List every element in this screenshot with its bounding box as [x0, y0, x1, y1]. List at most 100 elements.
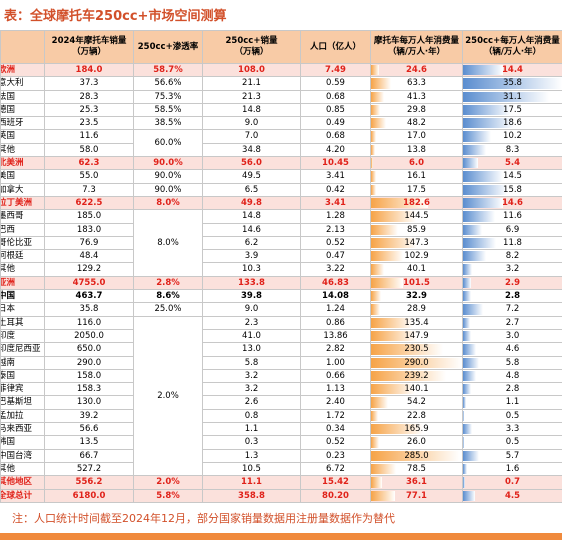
cell-value: 38.5% — [154, 118, 182, 129]
cell-value: 0.7 — [504, 477, 521, 488]
cell-value: 24.6 — [406, 65, 427, 75]
cell-value: 14.8 — [242, 211, 261, 222]
cell-value: 622.5 — [75, 197, 103, 208]
data-bar — [371, 370, 447, 382]
cell-value: 5.8 — [505, 357, 520, 368]
cell-value: 0.34 — [326, 424, 345, 435]
cell: 1.00 — [300, 355, 371, 370]
cell: 4755.0 — [44, 275, 134, 291]
cell-value: 182.6 — [403, 197, 430, 208]
cell: 5.8 — [462, 355, 562, 370]
region-name: 其他 — [0, 262, 45, 277]
cell-value: 23.5 — [79, 118, 99, 129]
cell: 85.9 — [370, 222, 463, 237]
data-bar — [463, 490, 476, 501]
cell-value: 2.9 — [504, 277, 521, 288]
data-bar — [463, 370, 477, 382]
cell-value: 48.2 — [407, 118, 426, 129]
cell: 26.0 — [370, 435, 463, 450]
cell-value: 0.49 — [326, 118, 345, 129]
table-row: 法国 28.3 75.3% 21.3 0.68 41.3 31.1 — [0, 89, 562, 104]
table-row: 拉丁美洲 622.5 8.0% 49.8 3.41 182.6 14.6 — [0, 195, 562, 211]
cell-value: 7.0 — [244, 131, 259, 142]
data-bar — [371, 410, 379, 422]
cell: 9.0 — [202, 116, 301, 131]
cell-value: 34.8 — [242, 144, 261, 155]
cell: 6.72 — [300, 461, 371, 477]
cell-value: 0.42 — [326, 184, 345, 195]
data-bar — [463, 463, 468, 475]
region-name: 巴基斯坦 — [0, 395, 45, 410]
table-row: 英国 11.6 60.0% 7.0 0.68 17.0 10.2 — [0, 129, 562, 158]
cell: 9.0 — [202, 302, 301, 317]
cell: 0.5 — [462, 435, 562, 450]
cell-value: 4.5 — [504, 490, 521, 501]
cell: 158.0 — [44, 368, 134, 384]
header-cell — [0, 30, 45, 64]
data-bar — [463, 197, 504, 209]
cell-value: 2050.0 — [74, 330, 104, 341]
cell-value: 11.6 — [79, 131, 99, 142]
cell: 5.8% — [133, 488, 203, 503]
cell-value: 39.2 — [79, 410, 99, 421]
cell-value: 158.0 — [76, 370, 102, 381]
cell-value: 3.22 — [326, 264, 345, 275]
cell: 78.5 — [370, 461, 463, 477]
data-bar — [371, 211, 417, 222]
cell-value: 4.6 — [505, 344, 520, 355]
cell: 8.0% — [133, 195, 203, 211]
cell-value: 0.52 — [326, 237, 345, 248]
cell: 4.5 — [462, 488, 562, 503]
cell: 3.22 — [300, 262, 371, 277]
region-name: 加拿大 — [0, 182, 45, 197]
cell: 6180.0 — [44, 488, 134, 503]
region-name: 印度 — [0, 328, 45, 344]
cell-value: 8.0% — [156, 197, 180, 208]
cell-value: 1.6 — [505, 463, 520, 474]
cell: 16.1 — [370, 169, 463, 184]
cell-value: 185.0 — [76, 211, 102, 222]
cell: 39.8 — [202, 289, 301, 304]
data-bar — [371, 477, 383, 488]
cell: 116.0 — [44, 315, 134, 330]
cell: 90.0% — [133, 182, 203, 197]
cell-value: 10.2 — [503, 131, 522, 142]
header-text: （辆/万人·年） — [483, 47, 542, 57]
header-cell: 250cc+渗透率 — [133, 30, 203, 64]
cell: 1.13 — [300, 382, 371, 397]
table-row: 美国 55.0 90.0% 49.5 3.41 16.1 14.5 — [0, 169, 562, 184]
cell-value: 26.0 — [407, 437, 426, 448]
cell: 144.5 — [370, 209, 463, 224]
title: 表：全球摩托车250cc+市场空间测算 — [4, 9, 227, 24]
cell-value: 463.7 — [75, 291, 103, 302]
cell: 8.6% — [133, 289, 203, 304]
cell: 25.0% — [133, 302, 203, 317]
cell: 1.72 — [300, 408, 371, 424]
data-bar — [371, 158, 373, 169]
cell: 290.0 — [370, 355, 463, 370]
region-name: 中国 — [0, 289, 45, 304]
cell: 3.3 — [462, 422, 562, 437]
cell: 650.0 — [44, 342, 134, 357]
table-row: 墨西哥 185.0 8.0% 14.8 1.28 144.5 11.6 — [0, 209, 562, 277]
cell-value: 14.4 — [502, 65, 523, 75]
cell: 3.2 — [202, 382, 301, 397]
cell: 62.3 — [44, 156, 134, 171]
data-bar — [463, 251, 486, 262]
cell-value: 55.0 — [79, 171, 99, 182]
cell-value: 14.8 — [242, 104, 261, 115]
cell: 0.7 — [462, 475, 562, 490]
cell: 90.0% — [133, 169, 203, 184]
cell-value: 140.1 — [404, 384, 429, 395]
region-name: 德国 — [0, 102, 45, 118]
cell: 18.6 — [462, 116, 562, 131]
cell-value: 56.6 — [79, 424, 99, 435]
data-bar — [371, 264, 384, 275]
cell-value: 4.20 — [326, 144, 345, 155]
cell-value: 2.0% — [157, 390, 179, 401]
region-name: 印度尼西亚 — [0, 342, 45, 357]
cell: 147.3 — [370, 235, 463, 251]
data-bar — [371, 171, 377, 182]
table-row: 其他 527.2 10.5 6.72 78.5 1.6 — [0, 461, 562, 477]
